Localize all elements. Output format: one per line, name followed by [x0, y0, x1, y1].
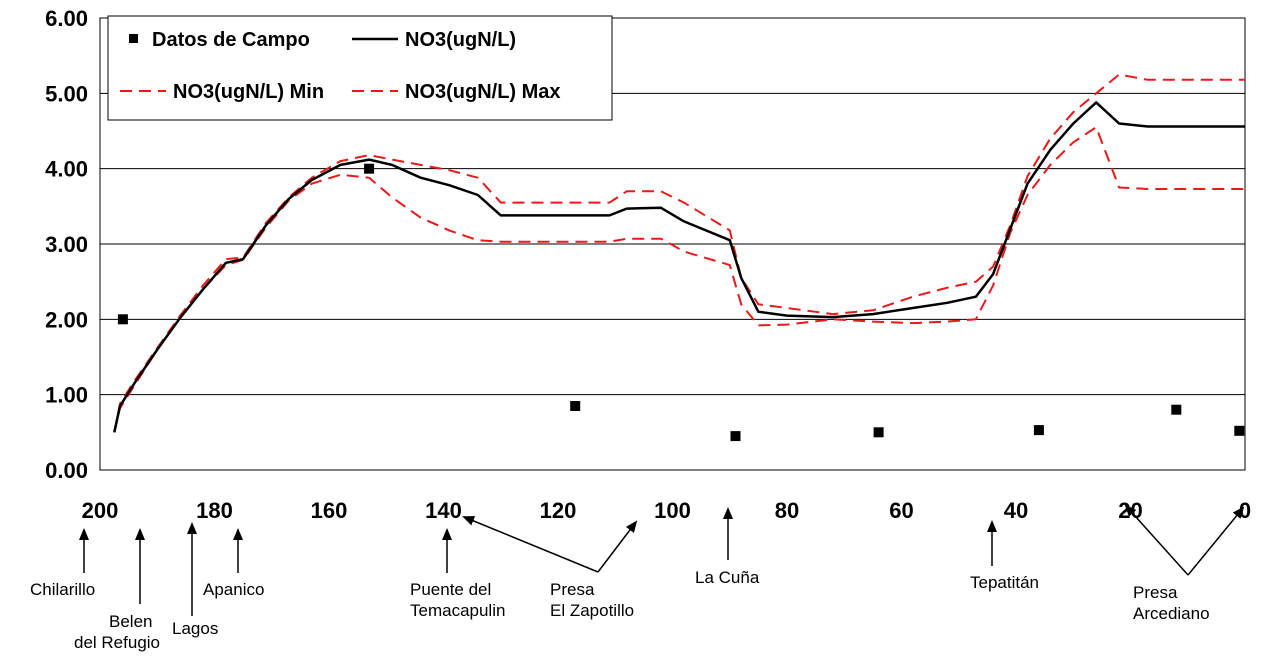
- arrow-presa-arcediano-right: [1187, 506, 1245, 576]
- data-point-datos-de-campo: [730, 431, 741, 442]
- legend-marker-datos-de-campo: [129, 34, 138, 43]
- annotation-lagos: Lagos: [172, 619, 218, 638]
- legend-label-no3-max: NO3(ugN/L) Max: [405, 81, 561, 103]
- x-tick-label: 40: [1004, 498, 1028, 523]
- series-layer: [113, 73, 1245, 442]
- annotation-puente-del-temacapulin: Puente del Temacapulin: [410, 580, 505, 620]
- series-line-no3-ugn-l-max: [113, 73, 1245, 433]
- y-tick-label: 3.00: [45, 232, 88, 257]
- legend-label-datos-de-campo: Datos de Campo: [152, 29, 310, 51]
- x-tick-label: 160: [311, 498, 348, 523]
- x-tick-label: 100: [654, 498, 691, 523]
- arrow-presa-el-zapotillo-right: [597, 520, 638, 573]
- x-tick-label: 200: [82, 498, 119, 523]
- data-point-datos-de-campo: [570, 401, 581, 411]
- series-line-no3-ugn-l: [113, 101, 1245, 433]
- arrow-presa-el-zapotillo-left: [462, 516, 599, 573]
- annotation-belen-del-refugio: Belen del Refugio: [74, 612, 160, 652]
- x-tick-label: 80: [775, 498, 799, 523]
- data-point-datos-de-campo: [873, 427, 884, 438]
- x-tick-label: 140: [425, 498, 462, 523]
- data-point-datos-de-campo: [117, 314, 128, 325]
- legend-label-no3-min: NO3(ugN/L) Min: [173, 81, 324, 103]
- y-tick-label: 0.00: [45, 458, 88, 483]
- annotation-apanico: Apanico: [203, 580, 264, 599]
- y-tick-label: 6.00: [45, 6, 88, 31]
- y-tick-label: 4.00: [45, 157, 88, 182]
- y-tick-label: 1.00: [45, 383, 88, 408]
- data-point-datos-de-campo: [1171, 404, 1182, 415]
- x-axis: 200180160140120100806040200: [82, 498, 1251, 523]
- annotation-presa-el-zapotillo: Presa El Zapotillo: [550, 580, 634, 620]
- y-axis: 0.00 1.00 2.00 3.00 4.00 5.00 6.00: [45, 6, 88, 483]
- legend-box: [107, 15, 613, 121]
- y-tick-label: 5.00: [45, 81, 88, 106]
- annotation-la-cuna: La Cuña: [695, 568, 760, 587]
- annotation-presa-arcediano: Presa Arcediano: [1133, 583, 1210, 623]
- x-tick-label: 60: [889, 498, 913, 523]
- data-point-datos-de-campo: [1033, 425, 1044, 436]
- annotation-chilarillo: Chilarillo: [30, 580, 95, 599]
- site-annotations: Chilarillo Belen del Refugio Lagos Apanic…: [30, 504, 1245, 652]
- annotation-tepatitan: Tepatitán: [970, 573, 1039, 592]
- x-tick-label: 180: [196, 498, 233, 523]
- legend: Datos de Campo NO3(ugN/L) NO3(ugN/L) Min…: [107, 15, 613, 121]
- data-point-datos-de-campo: [364, 163, 375, 174]
- x-tick-label: 120: [540, 498, 577, 523]
- data-point-datos-de-campo: [1234, 425, 1245, 436]
- legend-label-no3: NO3(ugN/L): [405, 29, 516, 51]
- y-tick-label: 2.00: [45, 307, 88, 332]
- arrow-presa-arcediano-left: [1124, 504, 1189, 576]
